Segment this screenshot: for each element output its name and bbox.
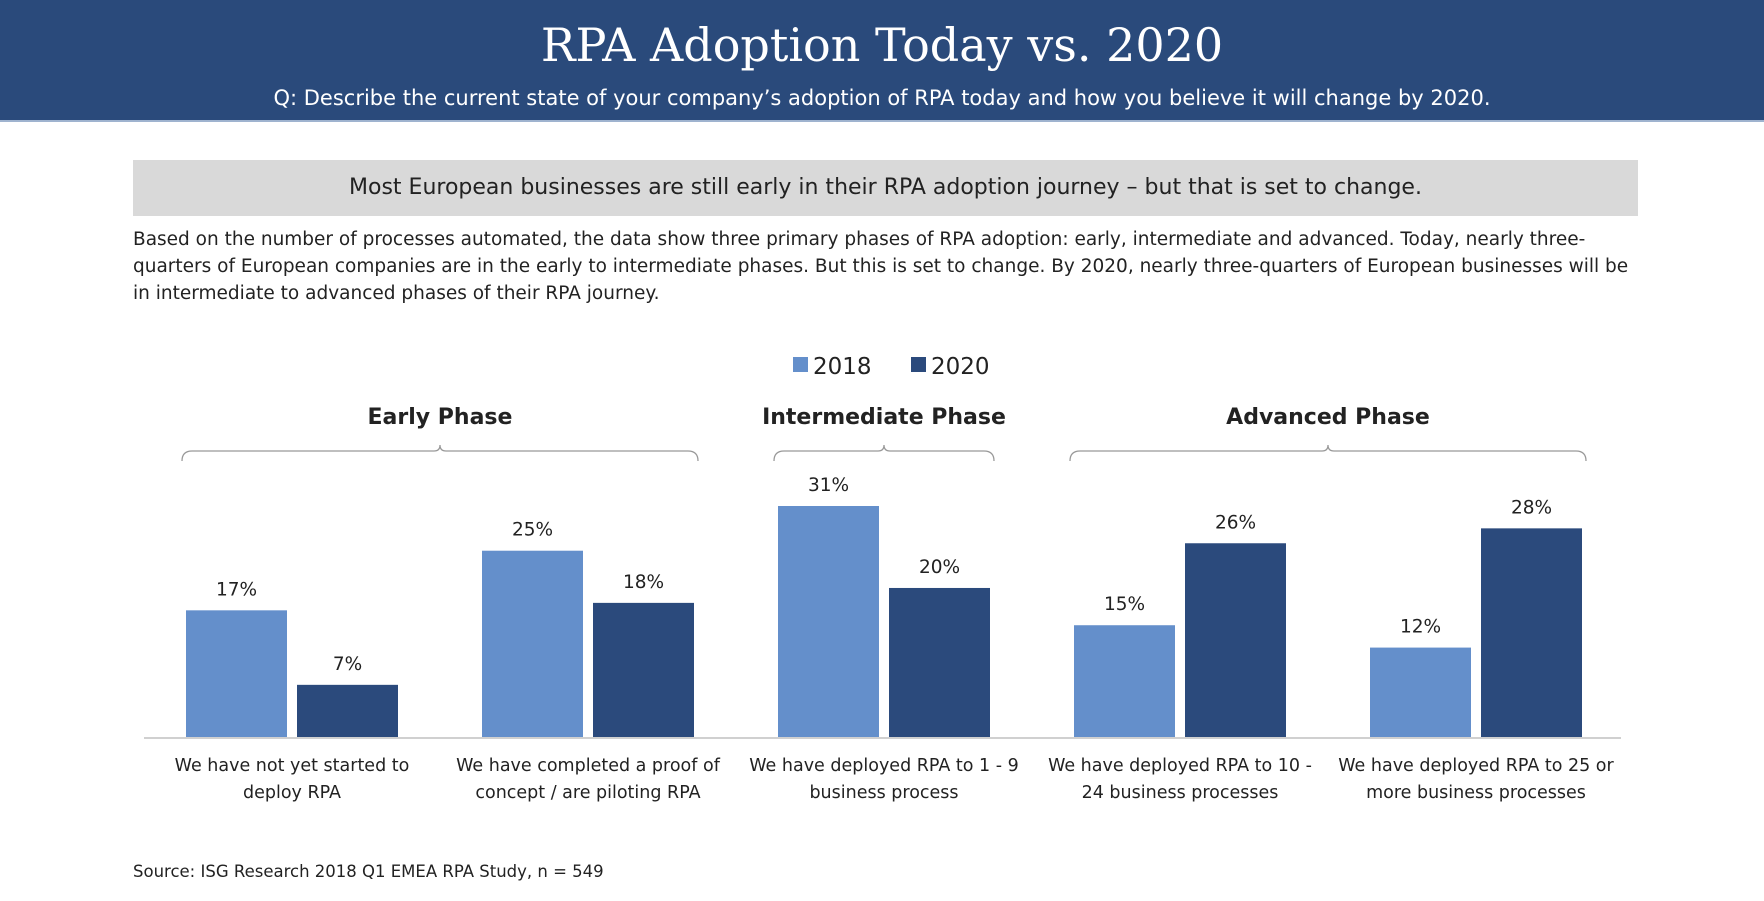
phase-brace [1069, 444, 1587, 462]
phase-brace [773, 444, 995, 462]
bar-2018-0 [186, 610, 287, 737]
data-label: 15% [1104, 594, 1145, 615]
bar-2018-4 [1370, 647, 1471, 737]
data-label: 25% [512, 520, 553, 541]
category-label: We have deployed RPA to 25 or [1338, 756, 1614, 776]
category-label: concept / are piloting RPA [475, 783, 700, 803]
page-subtitle: Q: Describe the current state of your co… [273, 86, 1491, 110]
bar-2018-1 [482, 550, 583, 737]
category-label: We have not yet started to [175, 756, 410, 776]
data-label: 17% [216, 579, 257, 600]
phase-brace [181, 444, 699, 462]
phase-label: Early Phase [368, 405, 513, 430]
category-label: business process [809, 783, 958, 803]
description-paragraph: Based on the number of processes automat… [133, 229, 1629, 304]
header-banner: RPA Adoption Today vs. 2020 Q: Describe … [0, 0, 1764, 122]
bar-2018-2 [778, 506, 879, 737]
category-label: We have completed a proof of [456, 756, 721, 776]
data-label: 28% [1511, 497, 1552, 518]
legend-swatch-2018 [793, 357, 808, 372]
page-title: RPA Adoption Today vs. 2020 [540, 18, 1224, 72]
legend-swatch-2020 [911, 357, 926, 372]
category-label: 24 business processes [1082, 783, 1279, 803]
category-label: We have deployed RPA to 1 - 9 [749, 756, 1018, 776]
category-label: We have deployed RPA to 10 - [1048, 756, 1312, 776]
category-label: more business processes [1366, 783, 1586, 803]
data-label: 26% [1215, 512, 1256, 533]
source-note: Source: ISG Research 2018 Q1 EMEA RPA St… [133, 862, 604, 881]
bar-2020-4 [1481, 528, 1582, 737]
bar-2020-0 [297, 684, 398, 737]
data-label: 18% [623, 572, 664, 593]
bar-2020-3 [1185, 543, 1286, 737]
phase-label: Intermediate Phase [762, 405, 1006, 430]
data-label: 12% [1400, 617, 1441, 638]
phase-label: Advanced Phase [1226, 405, 1430, 430]
category-label: deploy RPA [243, 783, 341, 803]
callout-box: Most European businesses are still early… [133, 160, 1638, 216]
legend-label-2018: 2018 [813, 354, 872, 380]
data-label: 20% [919, 557, 960, 578]
legend-label-2020: 2020 [931, 354, 990, 380]
bar-2020-2 [889, 587, 990, 737]
data-label: 7% [333, 654, 362, 675]
bar-2018-3 [1074, 625, 1175, 737]
data-label: 31% [808, 475, 849, 496]
bar-2020-1 [593, 602, 694, 737]
